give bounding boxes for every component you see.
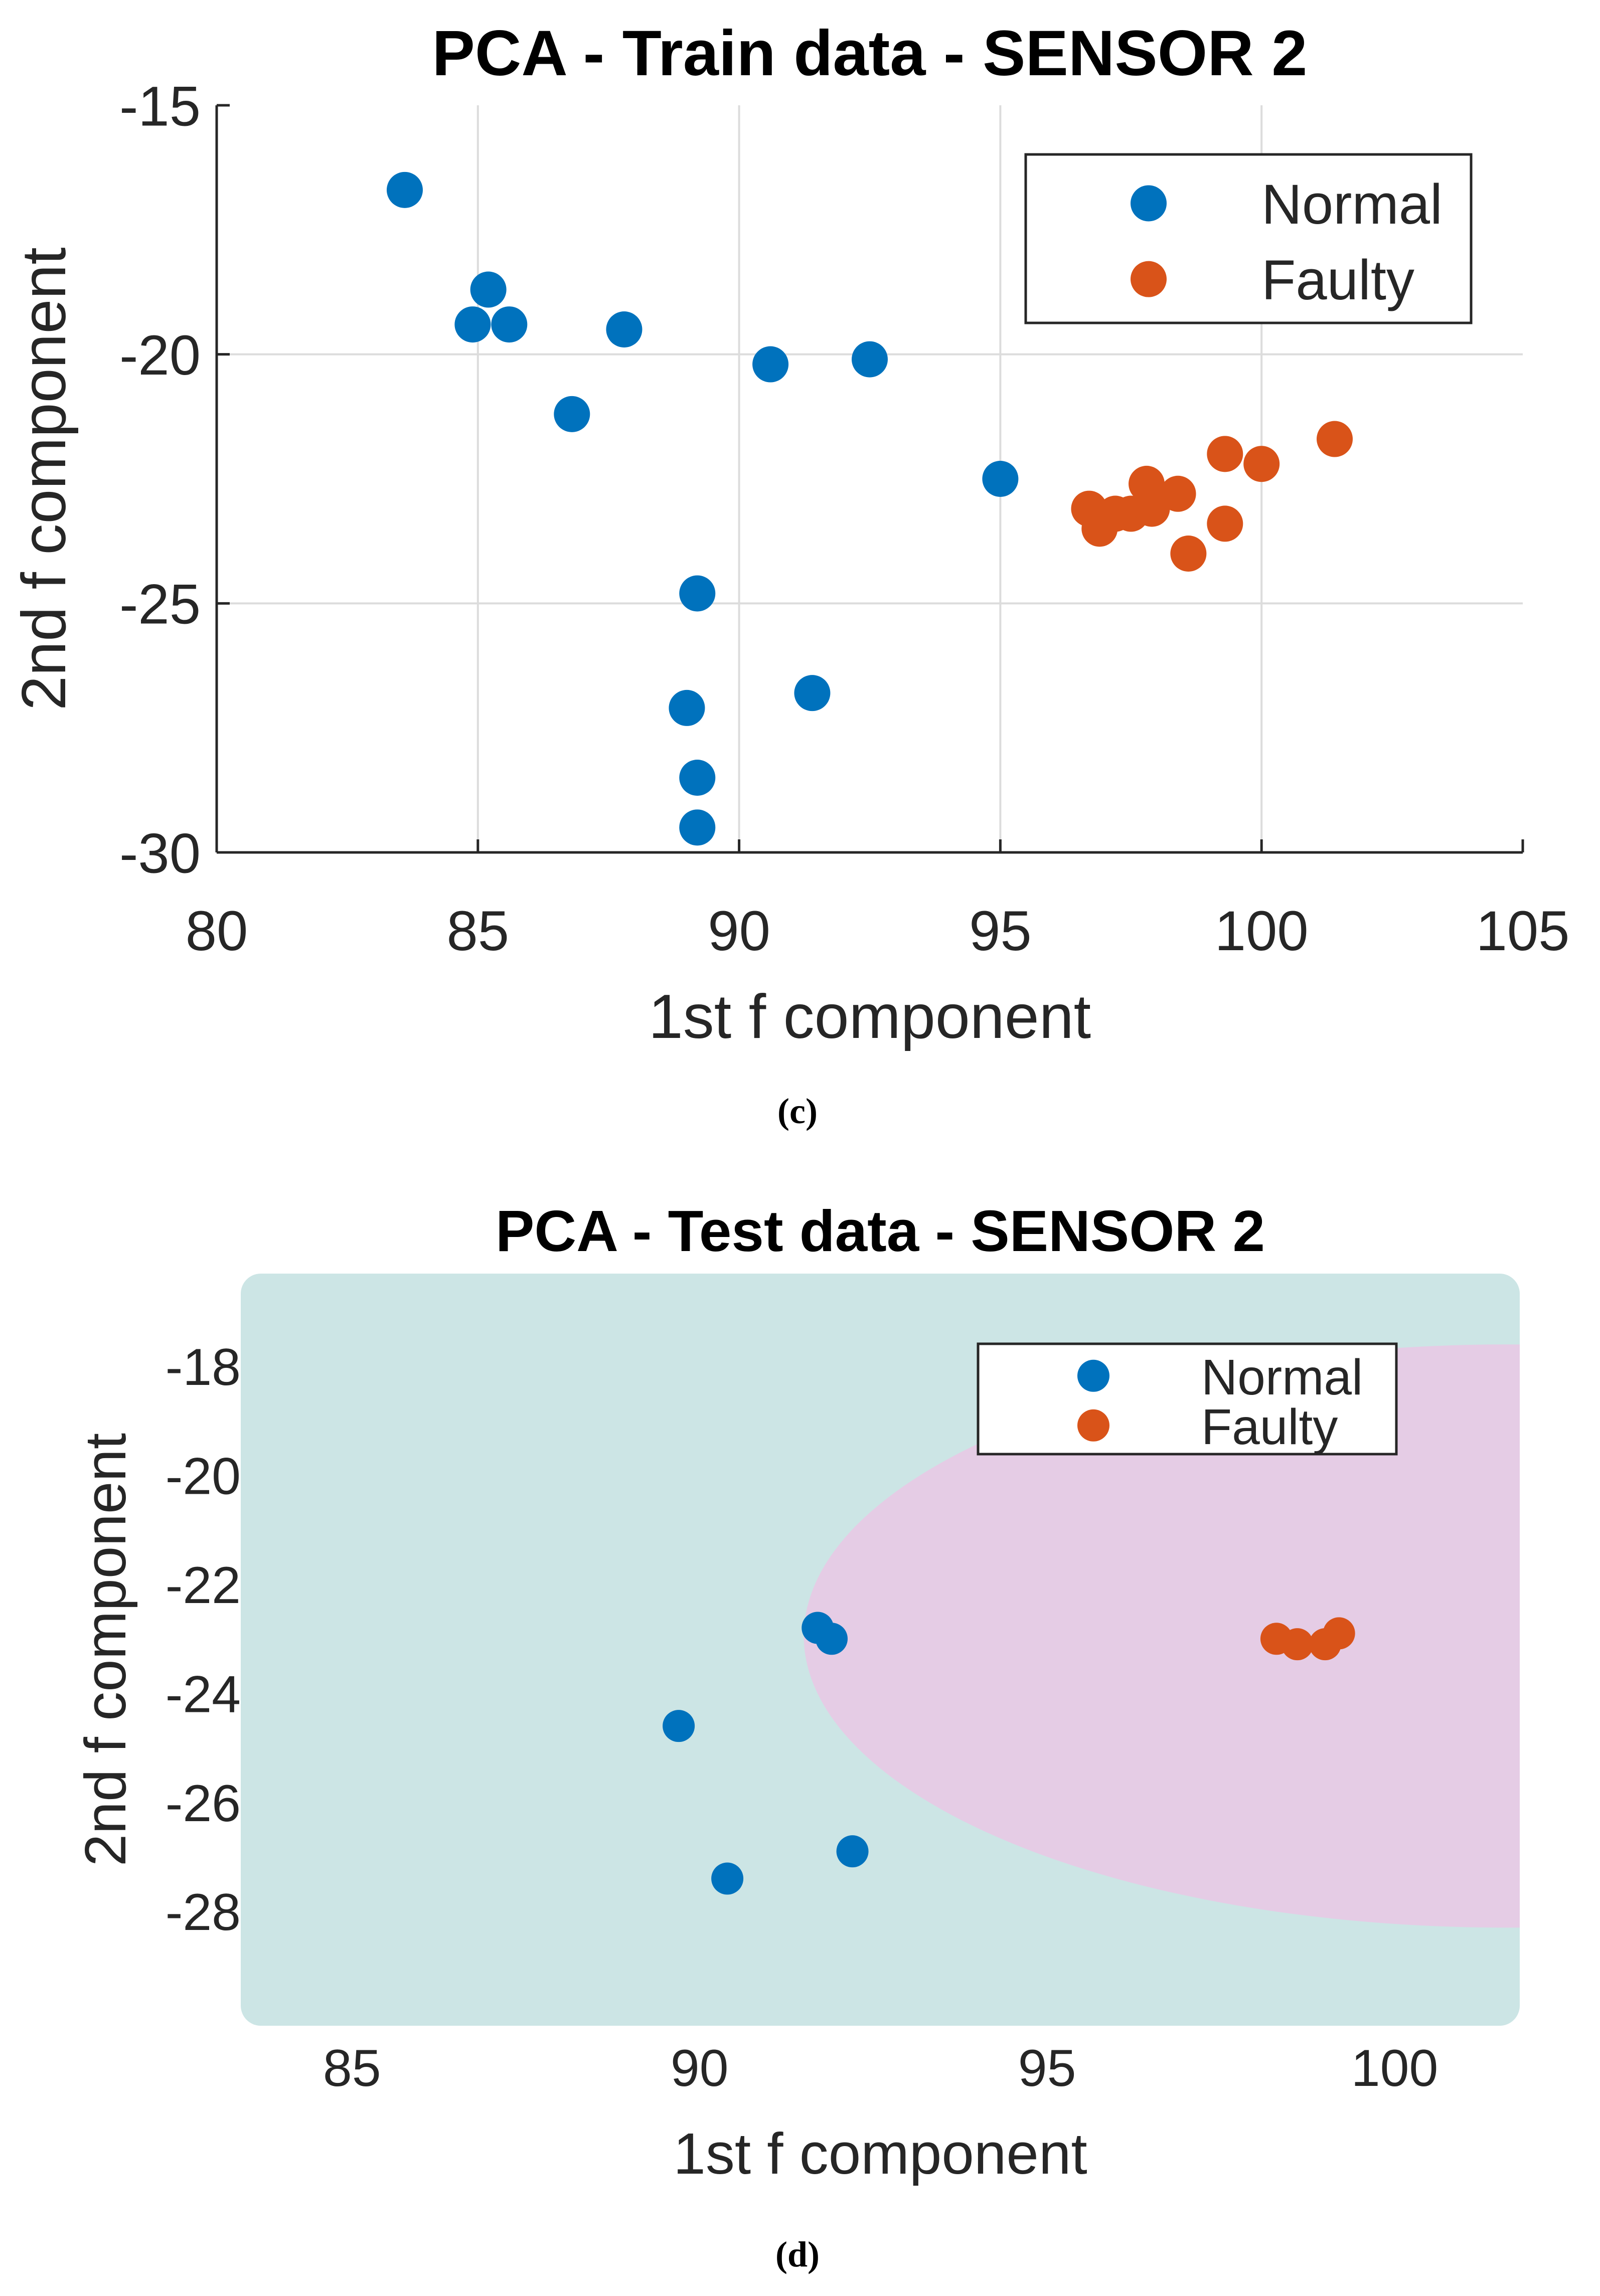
y-tick-label: -20 [119, 324, 201, 387]
y-tick-label: -26 [166, 1775, 241, 1833]
legend-label-normal: Normal [1201, 1349, 1363, 1405]
chart-title: PCA - Test data - SENSOR 2 [496, 1198, 1265, 1264]
figure-caption: (c) [777, 1091, 818, 1131]
data-point-faulty [1081, 510, 1118, 547]
data-point-normal [836, 1835, 869, 1868]
legend-marker-normal [1131, 185, 1167, 222]
y-tick-label: -25 [119, 573, 201, 636]
x-tick-label: 100 [1215, 900, 1309, 962]
x-axis-label: 1st f component [673, 2121, 1087, 2186]
data-point-normal [663, 1710, 695, 1742]
data-point-normal [679, 760, 716, 796]
data-point-faulty [1134, 490, 1170, 527]
data-point-faulty [1207, 505, 1243, 542]
legend-marker-faulty [1131, 261, 1167, 297]
data-point-faulty [1317, 421, 1353, 457]
y-axis-label: 2nd f component [73, 1433, 138, 1866]
data-point-faulty [1243, 446, 1280, 482]
x-tick-label: 105 [1476, 900, 1570, 962]
y-tick-label: -15 [119, 75, 201, 137]
y-tick-label: -18 [166, 1338, 241, 1396]
figure-caption: (d) [775, 2234, 820, 2274]
x-axis-label: 1st f component [649, 982, 1091, 1051]
data-point-normal [554, 396, 590, 432]
data-point-normal [669, 689, 705, 726]
chart-test: PCA - Test data - SENSOR 2 85 90 95 100 -18 -2… [73, 1198, 1520, 2274]
x-tick-label: 85 [323, 2039, 381, 2097]
x-tick-label: 90 [671, 2039, 729, 2097]
data-point-normal [982, 461, 1019, 497]
data-point-faulty [1323, 1617, 1355, 1650]
data-point-normal [815, 1623, 848, 1655]
data-point-normal [752, 346, 789, 383]
legend-box [977, 1342, 1398, 1456]
y-tick-label: -30 [119, 822, 201, 885]
data-point-normal [679, 575, 716, 612]
data-point-normal [454, 306, 491, 343]
chart-train: PCA - Train data - SENSOR 2 80 85 90 95 100 10… [10, 18, 1569, 1131]
legend-box [1024, 153, 1473, 324]
y-tick-label: -28 [166, 1883, 241, 1941]
data-point-normal [679, 809, 716, 846]
data-point-normal [491, 306, 528, 343]
region-faulty [804, 1344, 1520, 1928]
data-point-faulty [1207, 436, 1243, 472]
x-tick-label: 95 [969, 900, 1032, 962]
y-axis-label: 2nd f component [10, 247, 79, 711]
data-point-faulty [1170, 536, 1207, 572]
y-tick-label: -20 [166, 1448, 241, 1506]
x-tick-label: 80 [186, 900, 248, 962]
y-tick-label: -24 [166, 1665, 241, 1723]
legend-label-faulty: Faulty [1201, 1399, 1338, 1455]
data-point-normal [852, 341, 888, 378]
legend-marker-normal [1077, 1359, 1109, 1392]
data-point-faulty [1160, 475, 1196, 512]
legend-label-normal: Normal [1261, 173, 1443, 236]
y-tick-label: -22 [166, 1556, 241, 1615]
data-point-normal [470, 271, 507, 308]
legend-label-faulty: Faulty [1261, 249, 1414, 311]
data-point-normal [711, 1862, 744, 1895]
data-point-normal [606, 311, 643, 347]
chart-title: PCA - Train data - SENSOR 2 [432, 18, 1308, 89]
data-point-normal [386, 171, 423, 208]
x-tick-label: 95 [1018, 2039, 1076, 2097]
x-tick-label: 90 [708, 900, 770, 962]
data-point-faulty [1281, 1628, 1314, 1661]
x-tick-label: 100 [1351, 2039, 1438, 2097]
data-point-normal [794, 675, 831, 712]
legend-marker-faulty [1077, 1409, 1109, 1442]
x-tick-label: 85 [447, 900, 510, 962]
